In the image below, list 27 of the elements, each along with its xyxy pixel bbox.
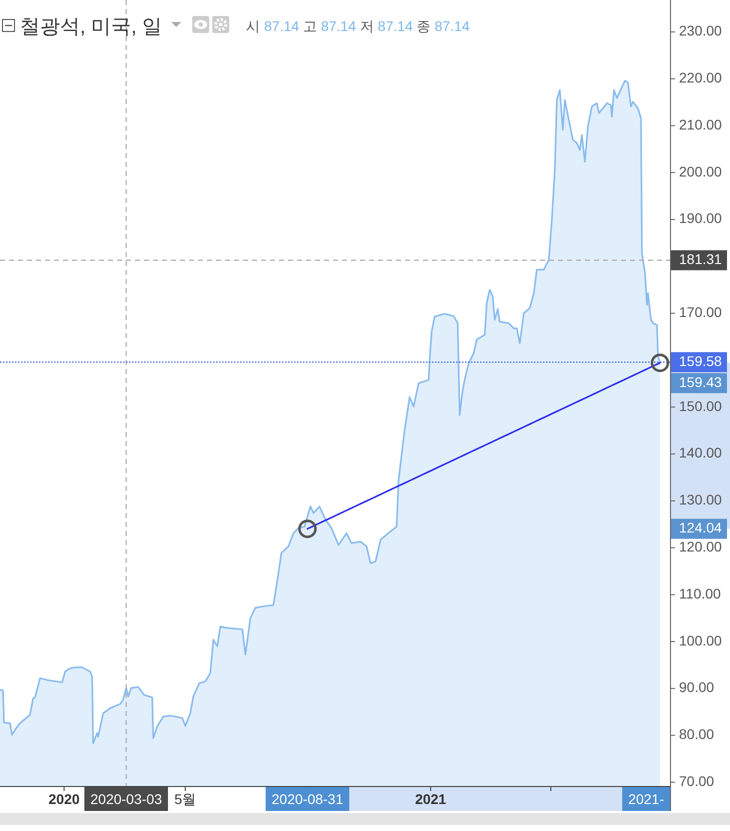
x-tick-label: 2020 [48, 791, 80, 807]
y-tick-label: 140.00 [679, 444, 722, 461]
text: 124.04 [679, 520, 722, 536]
y-tick-label: 220.00 [679, 69, 722, 86]
text: 시 87.14 고 87.14 저 87.14 종 87.14 [246, 18, 470, 34]
y-tick-label: 150.00 [679, 398, 722, 414]
x-tick-label: 5월 [174, 791, 196, 807]
y-tick-label: 230.00 [679, 22, 722, 39]
y-tick-label: 120.00 [679, 538, 722, 554]
text: 2020-08-31 [272, 791, 344, 807]
y-tick-label: 170.00 [679, 304, 722, 320]
y-tick-label: 130.00 [679, 492, 722, 508]
y-tick-label: 190.00 [679, 210, 722, 226]
y-tick-label: 80.00 [679, 726, 714, 742]
text: 2021- [628, 791, 664, 807]
text: 159.43 [679, 374, 722, 390]
ref-line-label: 181.31 [679, 250, 722, 267]
y-tick-label: 70.00 [679, 772, 714, 789]
x-tick-label: 2021 [415, 791, 446, 807]
ref-line-label: 159.58 [679, 352, 722, 369]
y-tick-label: 90.00 [679, 679, 714, 696]
ref-line-label: 2020-03-03 [90, 791, 162, 807]
y-tick-label: 110.00 [679, 585, 721, 602]
y-tick-label: 210.00 [679, 116, 722, 132]
y-tick-label: 200.00 [679, 163, 722, 180]
text: 철광석, 미국, 일 [20, 16, 162, 38]
y-tick-label: 100.00 [679, 632, 722, 648]
